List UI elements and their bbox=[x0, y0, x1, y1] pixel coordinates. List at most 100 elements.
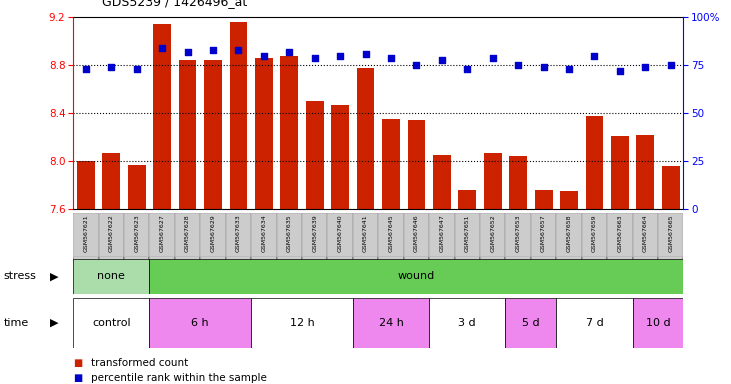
Bar bbox=[276, 213, 302, 261]
Point bbox=[232, 47, 244, 53]
Bar bbox=[658, 213, 683, 261]
Bar bbox=[306, 101, 324, 209]
Text: GDS5239 / 1426496_at: GDS5239 / 1426496_at bbox=[102, 0, 248, 8]
Point bbox=[80, 66, 91, 72]
Bar bbox=[175, 213, 200, 261]
Text: GSM567651: GSM567651 bbox=[465, 214, 470, 252]
Text: 10 d: 10 d bbox=[645, 318, 670, 328]
Text: GSM567641: GSM567641 bbox=[363, 214, 368, 252]
Bar bbox=[505, 213, 531, 257]
Text: GSM567658: GSM567658 bbox=[567, 214, 572, 252]
Bar bbox=[632, 213, 658, 257]
Text: none: none bbox=[97, 271, 125, 281]
Point bbox=[258, 53, 270, 59]
Text: GSM567623: GSM567623 bbox=[135, 215, 139, 253]
Text: time: time bbox=[4, 318, 29, 328]
Point bbox=[156, 45, 168, 51]
Bar bbox=[408, 121, 425, 209]
Text: GSM567621: GSM567621 bbox=[83, 214, 88, 252]
Bar bbox=[149, 259, 683, 294]
Bar bbox=[204, 61, 222, 209]
Bar bbox=[102, 153, 120, 209]
Bar bbox=[99, 213, 124, 257]
Bar bbox=[302, 213, 327, 257]
Text: GSM567633: GSM567633 bbox=[236, 214, 241, 252]
Text: 12 h: 12 h bbox=[289, 318, 314, 328]
Bar bbox=[611, 136, 629, 209]
Point bbox=[207, 47, 219, 53]
Text: GSM567621: GSM567621 bbox=[83, 215, 88, 253]
Text: GSM567665: GSM567665 bbox=[668, 215, 673, 253]
Bar bbox=[379, 213, 404, 257]
Text: GSM567665: GSM567665 bbox=[668, 214, 673, 252]
Bar bbox=[331, 105, 349, 209]
Text: GSM567651: GSM567651 bbox=[465, 215, 470, 253]
Text: transformed count: transformed count bbox=[91, 358, 189, 368]
Bar bbox=[77, 161, 95, 209]
Bar bbox=[505, 298, 556, 348]
Text: 3 d: 3 d bbox=[458, 318, 476, 328]
Text: GSM567659: GSM567659 bbox=[592, 214, 597, 252]
Text: GSM567634: GSM567634 bbox=[262, 215, 266, 253]
Bar bbox=[276, 213, 302, 257]
Bar bbox=[534, 190, 553, 209]
Bar bbox=[455, 213, 480, 257]
Bar bbox=[404, 213, 429, 261]
Bar bbox=[632, 298, 683, 348]
Text: GSM567658: GSM567658 bbox=[567, 215, 572, 253]
Point bbox=[284, 49, 295, 55]
Point bbox=[360, 51, 371, 57]
Bar bbox=[200, 213, 226, 257]
Point bbox=[105, 64, 117, 70]
Bar bbox=[251, 298, 353, 348]
Bar bbox=[556, 298, 632, 348]
Text: 6 h: 6 h bbox=[192, 318, 209, 328]
Text: GSM567664: GSM567664 bbox=[643, 214, 648, 252]
Bar bbox=[556, 213, 582, 257]
Bar bbox=[149, 298, 251, 348]
Text: ▶: ▶ bbox=[50, 271, 58, 281]
Bar bbox=[353, 213, 379, 261]
Bar bbox=[480, 213, 505, 261]
Text: GSM567646: GSM567646 bbox=[414, 215, 419, 253]
Bar bbox=[484, 153, 501, 209]
Text: GSM567627: GSM567627 bbox=[159, 214, 164, 252]
Bar bbox=[531, 213, 556, 261]
Text: 5 d: 5 d bbox=[522, 318, 539, 328]
Bar bbox=[149, 213, 175, 257]
Text: GSM567647: GSM567647 bbox=[439, 214, 444, 252]
Text: stress: stress bbox=[4, 271, 37, 281]
Point bbox=[487, 55, 499, 61]
Bar bbox=[353, 298, 429, 348]
Text: GSM567635: GSM567635 bbox=[287, 214, 292, 252]
Text: GSM567640: GSM567640 bbox=[338, 215, 343, 253]
Text: GSM567647: GSM567647 bbox=[439, 215, 444, 253]
Text: 24 h: 24 h bbox=[379, 318, 404, 328]
Text: GSM567652: GSM567652 bbox=[491, 214, 495, 252]
Bar bbox=[560, 191, 578, 209]
Point bbox=[563, 66, 575, 72]
Text: GSM567653: GSM567653 bbox=[515, 214, 520, 252]
Text: GSM567646: GSM567646 bbox=[414, 214, 419, 252]
Bar bbox=[353, 213, 379, 257]
Bar bbox=[302, 213, 327, 261]
Bar bbox=[607, 213, 632, 257]
Text: GSM567645: GSM567645 bbox=[388, 215, 393, 253]
Bar bbox=[429, 213, 455, 257]
Bar bbox=[73, 213, 99, 257]
Point bbox=[461, 66, 473, 72]
Text: GSM567657: GSM567657 bbox=[541, 215, 546, 253]
Text: GSM567622: GSM567622 bbox=[109, 215, 114, 253]
Point bbox=[131, 66, 143, 72]
Text: GSM567663: GSM567663 bbox=[618, 215, 622, 253]
Text: GSM567629: GSM567629 bbox=[211, 214, 216, 252]
Bar bbox=[178, 61, 197, 209]
Text: GSM567657: GSM567657 bbox=[541, 214, 546, 252]
Text: GSM567634: GSM567634 bbox=[262, 214, 266, 252]
Bar bbox=[124, 213, 149, 257]
Text: wound: wound bbox=[398, 271, 435, 281]
Text: GSM567639: GSM567639 bbox=[312, 215, 317, 253]
Text: GSM567652: GSM567652 bbox=[491, 215, 495, 253]
Text: GSM567641: GSM567641 bbox=[363, 215, 368, 253]
Text: GSM567653: GSM567653 bbox=[515, 215, 520, 253]
